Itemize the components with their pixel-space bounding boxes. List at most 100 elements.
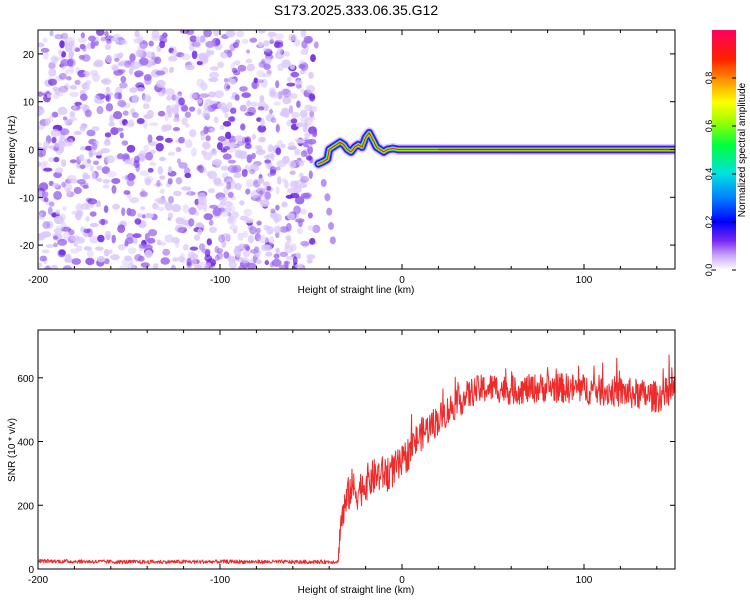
noise-point: [259, 95, 265, 102]
noise-point: [117, 69, 126, 74]
noise-point: [250, 101, 258, 107]
noise-point: [227, 211, 232, 217]
noise-point: [78, 73, 86, 78]
noise-point: [229, 206, 236, 213]
noise-point: [217, 102, 227, 110]
noise-point: [74, 79, 81, 85]
noise-point: [141, 214, 146, 219]
noise-point: [111, 178, 121, 184]
noise-point: [78, 154, 85, 162]
noise-point: [252, 163, 258, 170]
noise-point: [64, 137, 72, 143]
noise-point: [233, 172, 242, 179]
noise-point: [250, 190, 261, 199]
noise-point: [169, 68, 174, 74]
noise-point: [281, 59, 291, 68]
noise-point: [299, 182, 308, 189]
noise-point: [244, 218, 254, 224]
noise-point: [230, 141, 236, 148]
noise-point: [226, 101, 233, 109]
noise-point: [104, 43, 112, 50]
noise-point: [306, 258, 313, 264]
noise-point: [245, 188, 251, 195]
noise-point: [290, 118, 298, 124]
noise-point: [138, 243, 147, 249]
noise-point: [167, 151, 176, 156]
noise-point: [205, 40, 216, 48]
noise-point: [87, 249, 94, 259]
noise-point: [285, 194, 294, 199]
snr-plot-frame: [37, 329, 676, 570]
noise-point: [154, 56, 162, 65]
noise-point: [43, 140, 50, 149]
noise-point: [180, 30, 190, 35]
noise-point: [121, 259, 130, 266]
noise-point: [100, 218, 106, 226]
noise-point: [156, 79, 166, 88]
noise-point: [84, 80, 93, 85]
noise-point: [74, 101, 82, 106]
noise-point: [89, 70, 99, 76]
noise-point: [216, 142, 223, 151]
noise-point: [198, 164, 205, 174]
noise-point: [262, 181, 270, 187]
noise-point: [105, 95, 110, 101]
noise-point: [65, 43, 73, 53]
noise-point: [300, 30, 307, 38]
noise-point: [120, 75, 127, 83]
noise-point: [227, 159, 236, 164]
noise-point: [308, 170, 313, 179]
noise-point: [200, 132, 205, 141]
noise-point: [255, 259, 262, 265]
noise-point: [303, 122, 309, 128]
noise-point: [38, 161, 42, 167]
noise-point: [117, 153, 124, 160]
noise-point: [104, 258, 110, 265]
noise-point: [73, 242, 78, 247]
noise-point: [134, 30, 140, 38]
noise-point: [129, 87, 138, 93]
noise-point: [42, 221, 51, 229]
noise-point: [105, 55, 113, 63]
noise-point: [304, 132, 311, 138]
noise-point: [196, 98, 203, 104]
noise-point: [109, 114, 115, 123]
noise-point: [239, 200, 245, 206]
noise-point: [72, 104, 77, 110]
noise-point: [237, 232, 244, 241]
noise-point: [134, 254, 143, 262]
noise-point: [293, 148, 301, 156]
noise-point: [210, 50, 215, 56]
noise-point: [151, 35, 161, 41]
noise-point: [194, 234, 200, 241]
noise-point: [121, 207, 126, 217]
noise-point: [251, 152, 256, 160]
noise-point: [87, 198, 98, 205]
y-tick-label: 10: [23, 98, 35, 109]
noise-point: [161, 124, 168, 132]
noise-point: [289, 64, 296, 70]
noise-point: [45, 265, 51, 269]
noise-point: [307, 212, 313, 219]
noise-point: [73, 130, 82, 136]
noise-point: [166, 95, 172, 101]
noise-point: [256, 220, 262, 226]
noise-point: [202, 108, 211, 117]
noise-point: [86, 158, 91, 164]
noise-point: [212, 159, 222, 166]
noise-point: [121, 140, 129, 146]
noise-point: [73, 186, 82, 195]
noise-point: [158, 241, 167, 246]
noise-point: [226, 181, 232, 190]
noise-point: [69, 91, 79, 98]
noise-point: [223, 82, 230, 92]
noise-point: [85, 145, 93, 151]
noise-point: [139, 191, 148, 198]
noise-point: [307, 138, 317, 145]
noise-point: [42, 37, 48, 43]
noise-point: [233, 70, 241, 76]
noise-point: [60, 59, 70, 67]
noise-point: [187, 190, 192, 196]
noise-point: [86, 129, 96, 137]
